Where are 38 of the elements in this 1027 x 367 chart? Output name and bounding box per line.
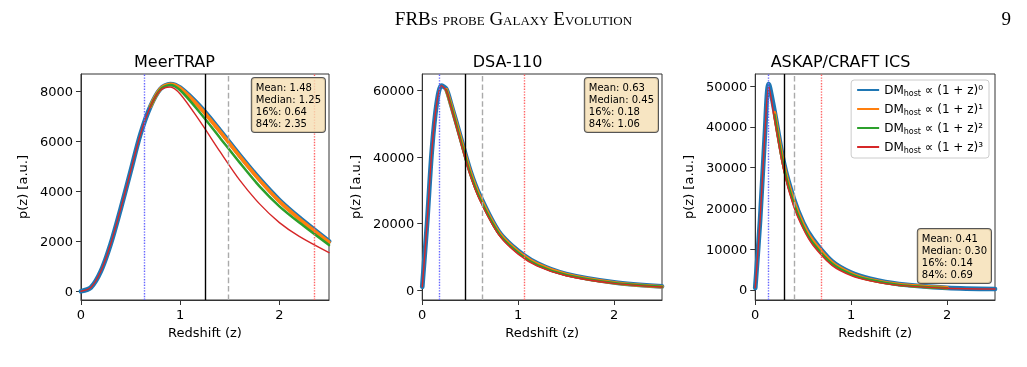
x-tick-label: 2 — [942, 307, 952, 322]
chart-title: DSA-110 — [472, 51, 543, 71]
x-tick-label: 2 — [275, 307, 284, 322]
y-tick-label: 6000 — [39, 133, 73, 149]
y-axis-title: p(z) [a.u.] — [681, 155, 696, 219]
y-axis-title: p(z) [a.u.] — [348, 155, 363, 219]
y-tick-label: 30000 — [705, 160, 748, 176]
x-tick-label: 0 — [418, 307, 427, 322]
y-tick-label: 20000 — [705, 200, 748, 216]
chart-title: ASKAP/CRAFT ICS — [770, 51, 911, 71]
y-tick-label: 4000 — [39, 183, 73, 199]
x-tick-label: 0 — [76, 307, 86, 322]
y-tick-label: 8000 — [39, 83, 73, 99]
annotation: Mean: 0.63 Median: 0.45 16%: 0.18 84%: 1.06 — [588, 81, 654, 129]
text: 9 — [1001, 8, 1011, 30]
y-tick-label: 0 — [738, 282, 748, 298]
x-tick-label: 2 — [609, 307, 619, 322]
x-tick-label: 1 — [847, 307, 856, 322]
y-tick-label: 10000 — [705, 241, 748, 257]
x-tick-label: 1 — [176, 307, 185, 322]
y-tick-label: 2000 — [39, 233, 73, 249]
y-tick-label: 40000 — [372, 149, 415, 165]
x-axis-title: Redshift (z) — [838, 324, 913, 340]
y-tick-label: 0 — [64, 283, 73, 299]
y-tick-label: 0 — [405, 282, 415, 298]
text: FRBs probe Galaxy Evolution — [394, 8, 633, 29]
y-tick-label: 60000 — [372, 83, 415, 99]
y-axis-title: p(z) [a.u.] — [15, 155, 30, 219]
x-tick-label: 1 — [514, 307, 523, 322]
y-tick-label: 50000 — [705, 78, 748, 94]
y-tick-label: 40000 — [705, 119, 748, 135]
y-tick-label: 20000 — [372, 216, 415, 232]
chart-title: MeerTRAP — [134, 51, 216, 71]
x-axis-title: Redshift (z) — [168, 324, 242, 340]
annotation: Mean: 1.48 Median: 1.25 16%: 0.64 84%: 2.35 — [255, 81, 321, 129]
x-axis-title: Redshift (z) — [505, 324, 580, 340]
annotation: Mean: 0.41 Median: 0.30 16%: 0.14 84%: 0.69 — [921, 232, 987, 280]
x-tick-label: 0 — [751, 307, 760, 322]
